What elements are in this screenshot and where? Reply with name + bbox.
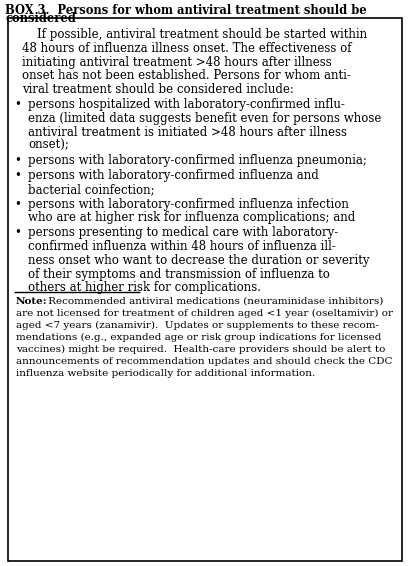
Text: •: • [14, 98, 21, 111]
Text: influenza website periodically for additional information.: influenza website periodically for addit… [16, 369, 315, 378]
Text: onset has not been established. Persons for whom anti-: onset has not been established. Persons … [22, 70, 350, 83]
Text: persons with laboratory-confirmed influenza infection: persons with laboratory-confirmed influe… [28, 198, 348, 211]
Text: of their symptoms and transmission of influenza to: of their symptoms and transmission of in… [28, 268, 329, 281]
Text: announcements of recommendation updates and should check the CDC: announcements of recommendation updates … [16, 357, 391, 366]
Text: Recommended antiviral medications (neuraminidase inhibitors): Recommended antiviral medications (neura… [45, 297, 383, 306]
Text: are not licensed for treatment of children aged <1 year (oseltamivir) or: are not licensed for treatment of childr… [16, 309, 392, 318]
Text: 48 hours of influenza illness onset. The effectiveness of: 48 hours of influenza illness onset. The… [22, 42, 351, 55]
Text: onset);: onset); [28, 139, 69, 152]
Text: initiating antiviral treatment >48 hours after illness: initiating antiviral treatment >48 hours… [22, 55, 331, 68]
Text: persons presenting to medical care with laboratory-: persons presenting to medical care with … [28, 226, 337, 239]
Text: confirmed influenza within 48 hours of influenza ill-: confirmed influenza within 48 hours of i… [28, 240, 335, 253]
Text: bacterial coinfection;: bacterial coinfection; [28, 183, 154, 196]
Text: persons with laboratory-confirmed influenza pneumonia;: persons with laboratory-confirmed influe… [28, 154, 366, 167]
Text: aged <7 years (zanamivir).  Updates or supplements to these recom-: aged <7 years (zanamivir). Updates or su… [16, 321, 378, 330]
Text: •: • [14, 154, 21, 167]
Text: antiviral treatment is initiated >48 hours after illness: antiviral treatment is initiated >48 hou… [28, 126, 346, 139]
Text: mendations (e.g., expanded age or risk group indications for licensed: mendations (e.g., expanded age or risk g… [16, 333, 380, 342]
Text: who are at higher risk for influenza complications; and: who are at higher risk for influenza com… [28, 211, 354, 224]
Text: Note:: Note: [16, 297, 47, 306]
Text: •: • [14, 226, 21, 239]
Text: •: • [14, 169, 21, 182]
Text: persons with laboratory-confirmed influenza and: persons with laboratory-confirmed influe… [28, 169, 318, 182]
Text: •: • [14, 198, 21, 211]
Text: BOX 3.  Persons for whom antiviral treatment should be: BOX 3. Persons for whom antiviral treatm… [5, 5, 366, 18]
Text: ness onset who want to decrease the duration or severity: ness onset who want to decrease the dura… [28, 254, 369, 267]
Text: enza (limited data suggests benefit even for persons whose: enza (limited data suggests benefit even… [28, 112, 380, 125]
Text: others at higher risk for complications.: others at higher risk for complications. [28, 281, 261, 294]
Text: persons hospitalized with laboratory-confirmed influ-: persons hospitalized with laboratory-con… [28, 98, 344, 111]
Text: viral treatment should be considered include:: viral treatment should be considered inc… [22, 83, 293, 96]
Text: vaccines) might be required.  Health-care providers should be alert to: vaccines) might be required. Health-care… [16, 345, 384, 354]
Text: If possible, antiviral treatment should be started within: If possible, antiviral treatment should … [22, 28, 366, 41]
Text: considered: considered [5, 12, 76, 25]
